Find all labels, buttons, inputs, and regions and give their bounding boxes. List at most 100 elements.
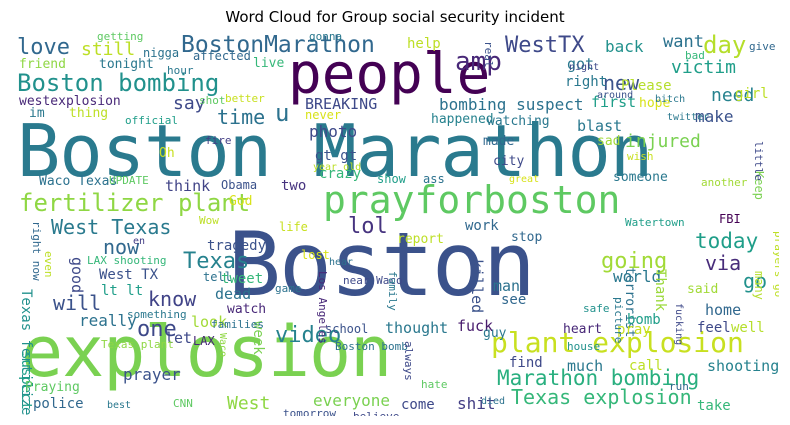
word: run [669,380,689,393]
word: blast [577,117,623,135]
word: show [377,172,406,186]
word: right [565,74,608,90]
word: shit [457,394,496,413]
word: picture [612,297,625,344]
word: city [493,154,525,169]
word: see [501,292,527,308]
word: bombing suspect [439,95,584,114]
word: even [42,251,55,278]
word: night [569,62,600,73]
chart-title: Word Cloud for Group social security inc… [225,8,565,26]
word: dead [215,285,252,303]
word: something [127,308,187,321]
word: help [407,36,441,52]
word: pray [617,322,651,338]
word: bitch [655,94,686,105]
word: Marathon bombing [497,366,700,390]
word: getting [97,31,144,43]
word: prayer [123,365,181,384]
word: little [752,141,765,181]
word: two [281,178,307,194]
word: great [509,174,540,185]
word: Boston bombing [17,69,220,97]
word: give [749,40,776,53]
word: LAX shooting [87,254,167,267]
word: crazy [319,166,362,182]
word: West Texas [51,215,172,239]
word: going [601,249,668,274]
word: West [227,393,271,414]
word: make [695,107,734,126]
word: Boston [228,213,536,316]
word: thought [385,319,449,337]
word: fertilizer plant [19,189,251,217]
word: better [225,92,265,105]
word: time [217,105,266,129]
word: one [137,317,177,342]
word: killed [468,259,486,314]
word: shooting [707,357,779,375]
word: prayers go [772,231,779,298]
word: tomorrow [283,407,336,416]
word: LAX [193,334,215,348]
word: house [567,340,601,353]
word: twitter [667,112,710,123]
word: find [509,355,543,371]
word: Los Angeles [316,271,329,344]
word: people [288,42,491,107]
word: police [33,396,84,412]
word: UPDATE [109,174,149,187]
word: game [275,282,302,295]
word: Waco Texas [39,174,118,189]
word: Praying [25,380,80,395]
word: many [752,271,766,300]
word: Waco [217,333,228,358]
word: westexplosion [19,94,121,109]
word: official [125,114,178,127]
word: Watertown [625,216,685,229]
word: gt gt [315,148,358,164]
word: near Waco [343,274,403,287]
word: friend [19,57,66,72]
word: fucking [673,303,684,346]
word: go [743,269,768,293]
word: family [386,271,399,311]
word: FBI [719,212,741,226]
word: families [211,318,264,331]
word: Boston bomb [335,340,408,353]
word: will [53,291,102,315]
word: Boston Marathon [17,109,653,193]
word: heart [563,322,603,337]
word: made [483,134,515,149]
word: work [465,218,499,234]
word: via [705,251,742,275]
word: im [29,106,45,121]
word: world [613,267,662,286]
word: CNN [173,397,193,410]
word: lost [301,248,330,262]
word: around [597,90,634,101]
word: watching [487,114,550,129]
word: call [629,358,663,374]
word: man [493,277,521,295]
word: suspect [18,351,34,411]
word: today [695,229,759,253]
word: live [253,56,285,71]
word: injured [625,131,701,152]
word: week [250,321,266,355]
word: ass [423,172,445,186]
word: real [482,41,495,68]
word: Obama [221,178,258,192]
word: Please [621,78,672,94]
word: Keep [752,171,766,200]
word: hear [329,257,354,268]
word: Texas fertilizer [18,289,34,416]
word: girl [735,86,769,102]
word: stop [511,230,543,245]
word: Texas explosion [511,385,692,409]
word: amp [455,47,502,77]
word: never [305,108,342,122]
word: love [17,35,70,60]
word: day [703,31,747,59]
word: said [687,282,719,297]
